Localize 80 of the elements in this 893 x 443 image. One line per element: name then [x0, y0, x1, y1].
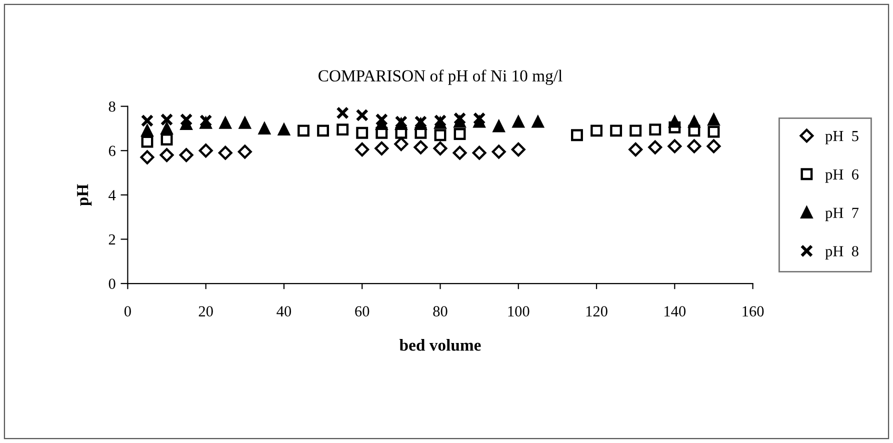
point: [238, 116, 251, 129]
point: [356, 126, 368, 139]
point: [160, 113, 174, 126]
x-tick-label: 20: [198, 306, 213, 316]
point: [532, 116, 544, 128]
point: [160, 148, 174, 162]
x-tick-label: 160: [742, 306, 764, 316]
point: [278, 124, 290, 136]
point: [414, 126, 427, 139]
point: [511, 142, 526, 157]
x-tick-label: 60: [355, 306, 370, 316]
point: [395, 126, 408, 139]
point: [492, 144, 506, 159]
point: [218, 146, 232, 160]
x-tick-label: 140: [664, 306, 686, 316]
point: [160, 134, 173, 146]
point: [472, 146, 486, 160]
point: [628, 142, 643, 157]
point: [668, 139, 682, 154]
point: [590, 124, 602, 137]
point: [708, 114, 720, 126]
point: [336, 106, 349, 120]
y-tick-label: 6: [108, 146, 116, 156]
point: [140, 150, 154, 164]
point: [492, 120, 505, 132]
x-tick-label: 80: [433, 306, 448, 316]
point: [180, 113, 193, 126]
point: [648, 140, 662, 154]
point: [453, 112, 466, 125]
x-tick-label: 100: [508, 306, 530, 316]
point: [706, 139, 721, 154]
y-axis-title: pH: [77, 184, 92, 206]
point: [140, 114, 154, 128]
point: [160, 122, 173, 134]
point: [668, 121, 681, 134]
point: [668, 116, 681, 128]
x-axis-title: bed volume: [399, 339, 481, 351]
point: [571, 129, 583, 142]
point: [317, 124, 330, 137]
point: [512, 116, 524, 128]
legend-label: pH 6: [825, 169, 859, 183]
point: [141, 124, 154, 137]
point: [452, 146, 467, 160]
point: [238, 144, 252, 159]
point: [630, 124, 642, 137]
point: [356, 108, 368, 122]
point: [179, 148, 194, 162]
point: [141, 136, 154, 148]
point: [375, 113, 388, 126]
x-tick-label: 120: [586, 306, 608, 316]
point: [434, 129, 446, 142]
point: [688, 116, 700, 128]
point: [394, 136, 408, 151]
point: [219, 116, 232, 129]
point: [472, 112, 486, 125]
y-tick-label: 2: [108, 234, 116, 245]
y-tick-label: 4: [108, 190, 116, 200]
point: [355, 142, 370, 157]
point: [376, 126, 388, 139]
point: [414, 140, 428, 154]
x-tick-label: 40: [276, 306, 292, 316]
point: [298, 124, 310, 137]
point: [454, 128, 466, 140]
y-tick-label: 8: [108, 101, 116, 112]
point: [687, 139, 702, 154]
x-tick-label: 0: [124, 306, 131, 316]
point: [336, 124, 349, 136]
point: [708, 126, 720, 138]
legend-label: pH 8: [825, 246, 858, 260]
legend-label: pH 7: [825, 208, 859, 222]
legend-label: pH 5: [825, 131, 858, 144]
chart-title: COMPARISON of pH of Ni 10 mg/l: [318, 70, 562, 85]
point: [649, 124, 662, 136]
y-tick-label: 0: [108, 278, 116, 289]
point: [433, 141, 448, 156]
point: [198, 144, 213, 158]
point: [610, 124, 622, 137]
point: [374, 141, 389, 156]
point: [258, 122, 270, 134]
point: [688, 124, 700, 137]
